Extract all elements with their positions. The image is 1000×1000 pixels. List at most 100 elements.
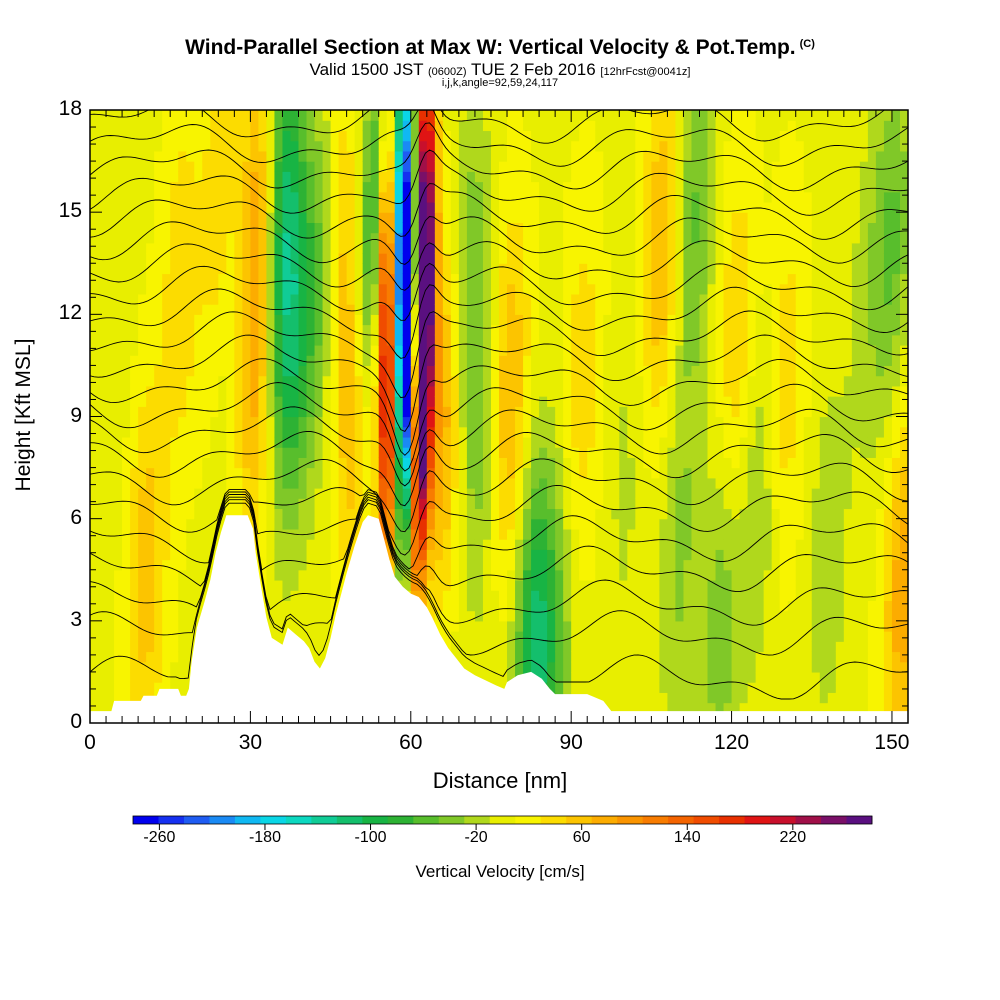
velocity-cell [426, 467, 436, 479]
velocity-cell [226, 406, 235, 418]
velocity-cell [651, 579, 660, 591]
velocity-cell [378, 161, 388, 172]
velocity-cell [178, 375, 187, 387]
velocity-cell [466, 212, 476, 223]
velocity-cell [715, 273, 725, 285]
velocity-cell [515, 447, 524, 458]
velocity-cell [490, 263, 500, 275]
velocity-cell [603, 130, 612, 142]
velocity-cell [370, 181, 380, 193]
velocity-cell [587, 447, 596, 458]
velocity-cell [579, 263, 588, 275]
velocity-cell [274, 232, 284, 244]
velocity-cell [394, 569, 404, 581]
velocity-cell [434, 314, 444, 326]
velocity-cell [386, 498, 396, 510]
velocity-cell [306, 181, 316, 193]
velocity-cell [627, 130, 636, 142]
velocity-cell [418, 150, 428, 162]
velocity-cell [603, 253, 612, 264]
velocity-cell [635, 518, 644, 530]
velocity-cell [499, 293, 508, 305]
velocity-cell [274, 406, 284, 418]
velocity-cell [418, 283, 428, 295]
velocity-cell [731, 590, 741, 601]
velocity-cell [450, 539, 460, 550]
velocity-cell [675, 222, 685, 234]
velocity-cell [346, 457, 356, 469]
velocity-cell [394, 201, 404, 213]
velocity-cell [571, 631, 580, 642]
velocity-cell [362, 161, 372, 172]
velocity-cell [603, 181, 612, 193]
velocity-cell [394, 477, 404, 489]
velocity-cell [122, 293, 131, 305]
velocity-cell [98, 161, 107, 172]
velocity-cell [595, 201, 604, 213]
velocity-cell [458, 610, 468, 622]
velocity-cell [338, 130, 348, 142]
velocity-cell [330, 416, 340, 428]
velocity-cell [282, 528, 292, 540]
velocity-cell [98, 651, 107, 663]
velocity-cell [322, 569, 332, 581]
velocity-cell [394, 263, 404, 275]
velocity-cell [723, 304, 733, 315]
velocity-cell [715, 518, 725, 530]
velocity-cell [146, 334, 155, 346]
velocity-cell [410, 150, 420, 162]
velocity-cell [523, 304, 532, 315]
velocity-cell [499, 201, 508, 213]
velocity-cell [587, 569, 596, 581]
velocity-cell [250, 181, 260, 193]
velocity-cell [499, 130, 508, 142]
velocity-cell [266, 324, 276, 336]
velocity-cell [523, 324, 532, 336]
velocity-cell [587, 651, 596, 663]
velocity-cell [194, 150, 203, 162]
velocity-cell [98, 293, 107, 305]
velocity-cell [458, 314, 468, 326]
velocity-cell [418, 385, 428, 397]
velocity-cell [611, 396, 620, 407]
velocity-cell [731, 477, 741, 489]
velocity-cell [162, 457, 171, 469]
velocity-cell [571, 161, 580, 172]
velocity-cell [466, 344, 476, 356]
velocity-cell [194, 355, 203, 367]
velocity-cell [322, 110, 332, 121]
velocity-cell [635, 406, 644, 418]
velocity-cell [466, 396, 476, 407]
velocity-cell [739, 191, 749, 203]
velocity-cell [563, 651, 572, 663]
velocity-cell [659, 222, 669, 234]
velocity-cell [434, 355, 444, 367]
velocity-cell [170, 549, 179, 561]
velocity-cell [306, 641, 316, 653]
velocity-cell [499, 161, 508, 172]
velocity-cell [635, 610, 644, 622]
velocity-cell [595, 375, 604, 387]
velocity-cell [330, 263, 340, 275]
velocity-cell [715, 539, 725, 550]
velocity-cell [338, 181, 348, 193]
velocity-cell [587, 436, 596, 448]
velocity-cell [290, 610, 300, 622]
velocity-cell [571, 518, 580, 530]
velocity-cell [683, 692, 693, 704]
velocity-cell [539, 671, 548, 683]
velocity-cell [499, 344, 508, 356]
velocity-cell [410, 273, 420, 285]
velocity-cell [258, 498, 268, 510]
velocity-cell [218, 110, 227, 121]
velocity-cell [466, 324, 476, 336]
velocity-cell [547, 631, 556, 642]
velocity-cell [723, 590, 733, 601]
velocity-cell [378, 498, 388, 510]
velocity-cell [490, 498, 500, 510]
velocity-cell [474, 242, 484, 254]
velocity-cell [667, 120, 677, 132]
velocity-cell [699, 416, 709, 428]
velocity-cell [515, 477, 524, 489]
velocity-cell [434, 242, 444, 254]
